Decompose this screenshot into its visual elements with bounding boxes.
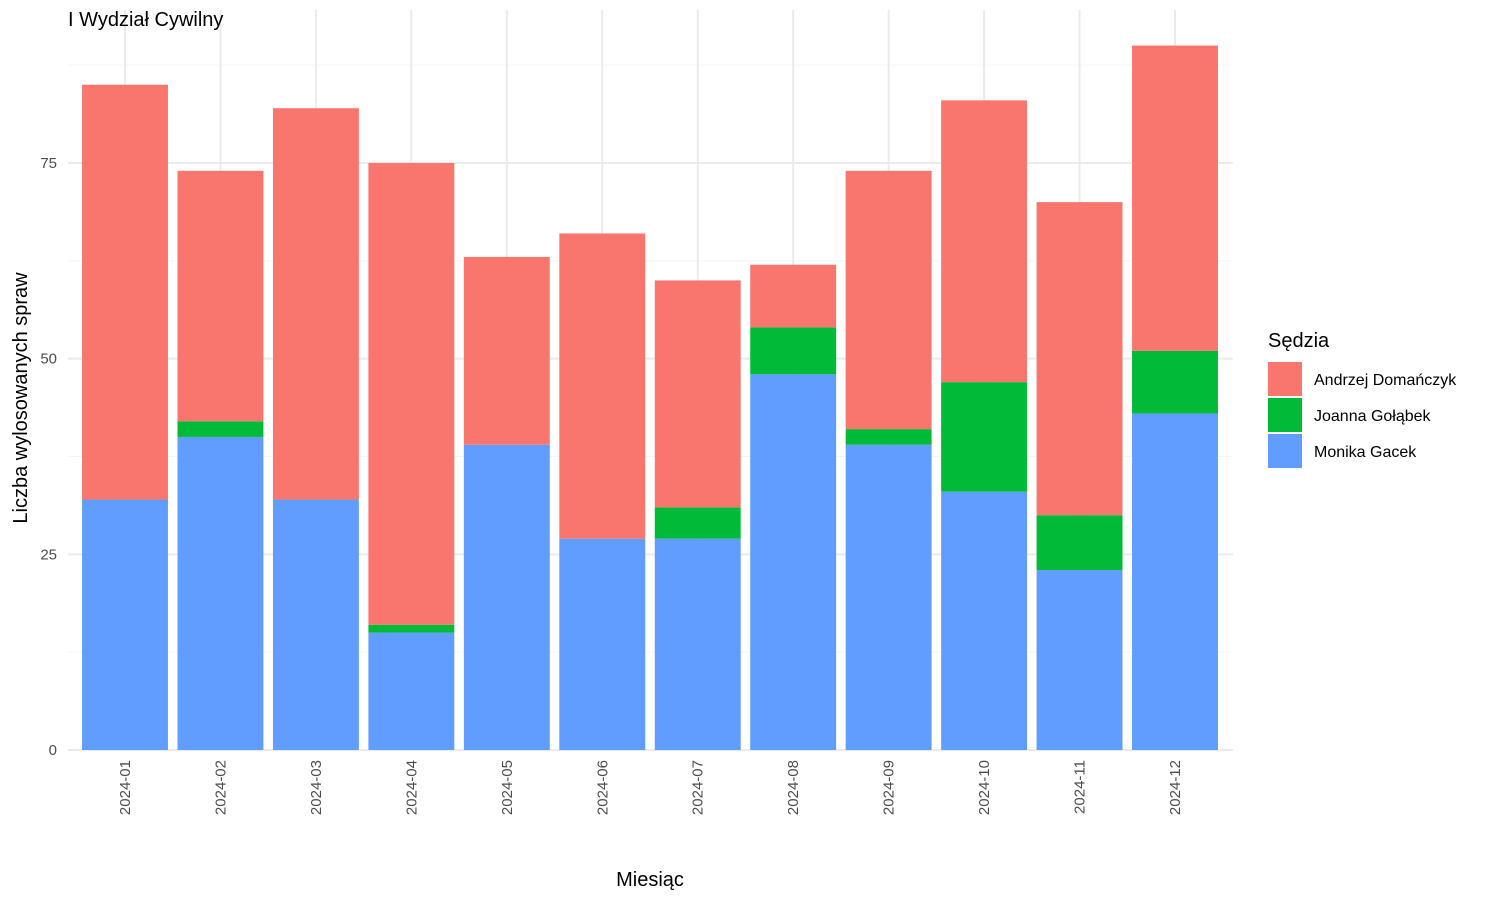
bar-segment bbox=[368, 632, 455, 750]
y-tick-label: 0 bbox=[49, 742, 57, 759]
x-tick-label: 2024-12 bbox=[1167, 760, 1184, 815]
bar-segment bbox=[177, 436, 264, 750]
x-tick-label: 2024-05 bbox=[499, 760, 516, 815]
y-axis-ticks: 0 25 50 75 bbox=[40, 155, 57, 759]
x-tick-label: 2024-11 bbox=[1072, 760, 1089, 814]
bar-segment bbox=[1132, 350, 1218, 414]
bar-segment bbox=[750, 327, 837, 375]
legend-title: Sędzia bbox=[1268, 330, 1330, 352]
chart-title: I Wydział Cywilny bbox=[68, 9, 223, 31]
legend-label: Monika Gacek bbox=[1314, 444, 1417, 461]
x-tick-label: 2024-07 bbox=[690, 760, 707, 815]
bar-segment bbox=[1132, 45, 1218, 351]
legend-swatch bbox=[1268, 398, 1302, 432]
y-tick-label: 25 bbox=[40, 546, 57, 563]
bar-segment bbox=[82, 84, 168, 500]
bar-segment bbox=[654, 507, 741, 539]
x-tick-label: 2024-03 bbox=[308, 760, 325, 815]
bar-segment bbox=[177, 170, 264, 422]
x-axis-title: Miesiąc bbox=[616, 869, 684, 891]
x-axis-ticks: 2024-01 2024-02 2024-03 2024-04 2024-05 2024-… bbox=[117, 760, 1184, 815]
bar-segment bbox=[1132, 413, 1218, 750]
bar-segment bbox=[654, 538, 741, 750]
y-axis-title: Liczba wylosowanych spraw bbox=[10, 272, 32, 524]
bar-segment bbox=[368, 163, 455, 625]
legend-swatch bbox=[1268, 434, 1302, 468]
x-tick-label: 2024-10 bbox=[976, 760, 993, 815]
bar-segment bbox=[272, 108, 359, 500]
bar-segment bbox=[845, 429, 932, 445]
bar-segment bbox=[463, 444, 550, 750]
legend-label: Joanna Gołąbek bbox=[1314, 408, 1432, 425]
bar-segment bbox=[750, 374, 837, 750]
bar-segment bbox=[1036, 202, 1123, 516]
bar-segment bbox=[1036, 569, 1123, 750]
bar-segment bbox=[368, 624, 455, 633]
bars bbox=[82, 45, 1218, 750]
bar-segment bbox=[845, 170, 932, 430]
bar-segment bbox=[463, 256, 550, 445]
bar-segment bbox=[941, 382, 1028, 492]
bar-segment bbox=[559, 233, 646, 539]
x-tick-label: 2024-06 bbox=[594, 760, 611, 815]
legend-swatch bbox=[1268, 362, 1302, 396]
bar-segment bbox=[1036, 515, 1123, 570]
legend-label: Andrzej Domańczyk bbox=[1314, 372, 1457, 389]
bar-segment bbox=[654, 280, 741, 508]
legend: Sędzia Andrzej Domańczyk Joanna Gołąbek Mo… bbox=[1268, 330, 1457, 468]
x-tick-label: 2024-01 bbox=[117, 760, 134, 815]
y-tick-label: 75 bbox=[40, 155, 57, 172]
bar-segment bbox=[272, 499, 359, 750]
x-tick-label: 2024-09 bbox=[881, 760, 898, 815]
bar-segment bbox=[750, 264, 837, 328]
y-tick-label: 50 bbox=[40, 351, 57, 368]
bar-segment bbox=[559, 538, 646, 750]
x-tick-label: 2024-02 bbox=[212, 760, 229, 815]
bar-segment bbox=[177, 421, 264, 437]
x-tick-label: 2024-04 bbox=[403, 760, 420, 815]
bar-segment bbox=[941, 491, 1028, 750]
bar-segment bbox=[941, 100, 1028, 383]
bar-segment bbox=[845, 444, 932, 750]
bar-segment bbox=[82, 499, 168, 750]
x-tick-label: 2024-08 bbox=[785, 760, 802, 815]
